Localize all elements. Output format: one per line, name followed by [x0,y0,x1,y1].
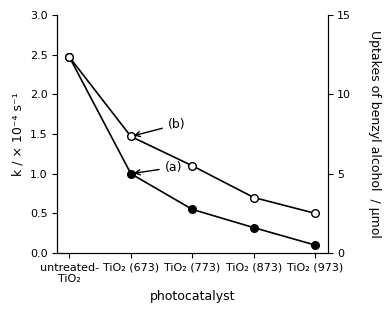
Text: (b): (b) [135,118,185,137]
Text: (a): (a) [135,161,182,175]
Y-axis label: Uptakes of benzyl alcohol  / μmol: Uptakes of benzyl alcohol / μmol [368,30,381,238]
X-axis label: photocatalyst: photocatalyst [150,290,235,303]
Y-axis label: k / × 10⁻⁴ s⁻¹: k / × 10⁻⁴ s⁻¹ [11,92,24,176]
